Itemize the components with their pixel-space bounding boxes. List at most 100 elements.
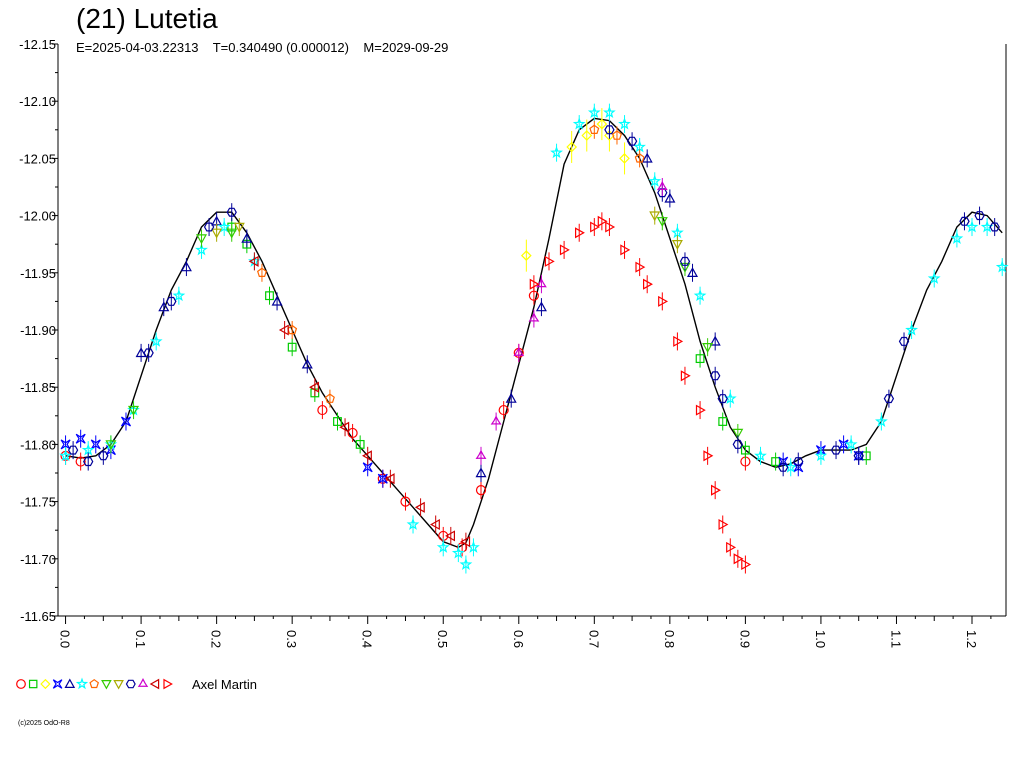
y-tick-label: -11.80 (20, 437, 56, 452)
legend-marker-hexagon (125, 679, 136, 689)
series-8-triangle-down (211, 206, 683, 254)
data-point-triangle-down (211, 228, 223, 239)
data-point-triangle-left (429, 518, 440, 531)
chart-title: (21) Lutetia (76, 3, 218, 34)
data-point-star (965, 220, 979, 233)
data-point-triangle-left (248, 255, 259, 267)
data-point-square (287, 342, 297, 352)
data-point-hexagon (732, 439, 743, 449)
legend-marker-triangle-left (149, 678, 160, 690)
legend-marker-triangle (64, 678, 76, 688)
y-tick-label: -11.75 (20, 495, 56, 510)
data-point-triangle-left (460, 536, 471, 548)
x-tick-label: 0.8 (662, 630, 677, 648)
data-point-star (406, 517, 420, 530)
y-tick-label: -11.90 (20, 323, 56, 338)
data-point-star (875, 414, 888, 427)
x-tick-label: 1.2 (964, 630, 979, 648)
data-point-triangle-right (597, 215, 608, 227)
data-point-cross (362, 462, 373, 473)
data-point-triangle-right (642, 278, 653, 290)
data-point-triangle-down (702, 343, 714, 353)
data-point-hexagon (898, 336, 910, 346)
data-point-triangle-star (528, 312, 540, 322)
data-point-cross (120, 416, 132, 427)
data-point-star (633, 140, 646, 153)
data-point-hexagon (226, 207, 237, 217)
data-point-star (149, 334, 163, 347)
legend-marker-triangle-right (163, 678, 173, 690)
series-0-circle (60, 286, 751, 557)
data-point-square (695, 354, 705, 364)
data-point-star (814, 449, 828, 462)
data-point-triangle (475, 467, 487, 478)
data-point-star (844, 437, 858, 450)
data-point-triangle-down (226, 228, 238, 239)
data-point-hexagon (143, 348, 154, 358)
x-tick-label: 1.1 (888, 630, 903, 648)
legend-marker-pentagon (89, 678, 100, 689)
data-point-triangle-left (384, 473, 395, 485)
data-point-triangle-right (658, 295, 669, 307)
data-point-star (550, 145, 563, 159)
y-tick-label: -12.00 (19, 209, 56, 224)
data-point-triangle-right (574, 227, 585, 239)
data-point-triangle (241, 232, 253, 243)
data-point-star (572, 117, 586, 130)
y-tick-label: -12.15 (19, 37, 56, 52)
data-point-star (436, 540, 450, 553)
series-4-triangle (135, 149, 721, 482)
data-point-pentagon (324, 393, 335, 403)
series-10-triangle-star (475, 178, 668, 465)
data-point-square (355, 439, 365, 449)
data-point-hexagon (604, 125, 615, 135)
data-point-cross (75, 433, 86, 444)
data-point-pentagon (256, 267, 267, 277)
data-point-star (754, 449, 767, 462)
data-point-triangle-down (732, 428, 744, 439)
x-tick-label: 0.5 (435, 630, 450, 648)
x-tick-label: 0.9 (737, 630, 752, 648)
data-point-cross (793, 462, 804, 473)
data-point-star (217, 220, 231, 233)
data-point-square (740, 445, 750, 455)
legend-markers (16, 677, 173, 690)
data-point-hexagon (793, 457, 804, 467)
data-point-star (587, 105, 601, 119)
data-point-diamond (566, 141, 578, 153)
data-point-triangle-star (475, 449, 487, 459)
data-point-hexagon (717, 394, 728, 404)
data-point-triangle-right (635, 261, 646, 273)
data-point-cross (60, 439, 71, 450)
chart-subtitle: E=2025-04-03.22313 T=0.340490 (0.000012)… (76, 40, 449, 55)
data-point-star (618, 117, 631, 130)
legend-marker-triangle-star (137, 678, 149, 688)
data-point-hexagon (959, 216, 970, 226)
legend: Axel Martin (14, 674, 257, 694)
x-tick-label: 0.2 (209, 630, 224, 648)
data-point-hexagon (67, 445, 79, 455)
y-tick-label: -11.85 (20, 380, 56, 395)
series-11-triangle-left (248, 252, 471, 551)
x-tick-label: 1.0 (813, 630, 828, 648)
data-point-circle (75, 456, 86, 467)
data-point-triangle-left (445, 530, 455, 542)
tick-labels: -12.15 -12.10 -12.05 -12.00 -11.95 -11.90 -11.… (19, 37, 979, 648)
data-point-triangle-down (127, 405, 140, 416)
data-point-circle (317, 404, 328, 416)
legend-marker-circle (16, 679, 26, 689)
data-point-cross (90, 439, 101, 450)
data-point-diamond (596, 118, 608, 130)
data-point-triangle-right (620, 244, 631, 256)
data-point-pentagon (589, 124, 600, 134)
data-point-circle (400, 496, 411, 507)
x-tick-label: 0.7 (586, 630, 601, 648)
data-points (59, 103, 1009, 574)
x-tick-label: 0.1 (133, 630, 148, 648)
series-3-cross (60, 412, 864, 488)
series-6-pentagon (256, 120, 645, 408)
data-point-triangle-right (590, 221, 601, 233)
data-point-diamond (619, 153, 630, 164)
data-point-circle (498, 404, 509, 416)
model-curve-layer (65, 117, 1003, 549)
